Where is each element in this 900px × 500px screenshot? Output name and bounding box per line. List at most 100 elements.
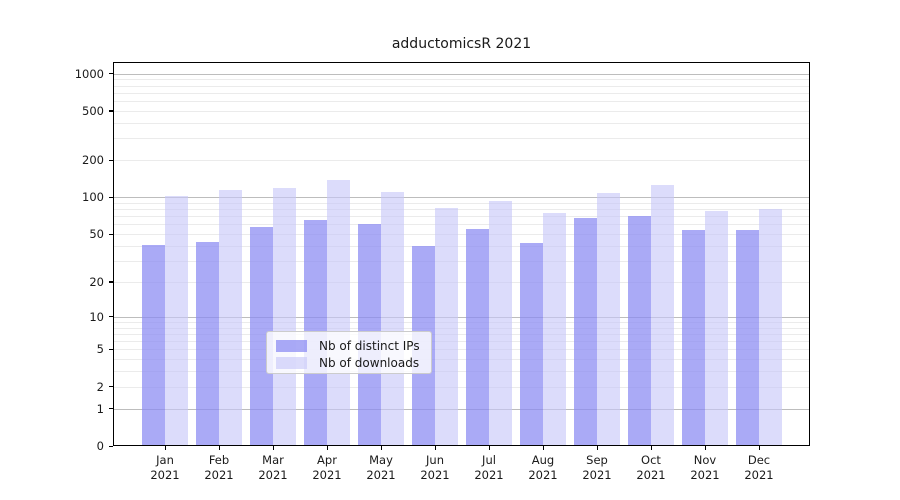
legend-label-downloads: Nb of downloads [319,355,420,370]
gridline-minor-300 [113,138,810,140]
y-tick-mark-5 [109,348,113,351]
y-tick-label-20: 20 [89,274,104,289]
y-tick-label-100: 100 [82,190,104,205]
x-tick-label-aug: Aug 2021 [528,453,558,482]
y-tick-mark-500 [109,110,113,112]
bar-downloads-mar [273,187,296,446]
gridline-minor-800 [113,85,810,87]
x-tick-label-jun: Jun 2021 [420,453,450,482]
x-tick-label-sep: Sep 2021 [582,453,612,482]
bar-downloads-nov [705,211,728,446]
gridline-minor-90 [113,202,810,204]
x-tick-mark-oct [650,446,652,450]
x-tick-mark-dec [758,446,760,450]
x-tick-label-may: May 2021 [366,453,396,482]
gridline-minor-5 [113,349,810,351]
bar-downloads-jan [165,196,188,446]
y-tick-mark-50 [109,233,113,235]
legend: Nb of distinct IPs Nb of downloads [266,331,432,374]
gridline-major-10 [113,316,810,318]
legend-item-distinct-ips: Nb of distinct IPs [276,337,422,354]
gridline-minor-900 [113,79,810,81]
gridline-minor-60 [113,224,810,226]
y-tick-mark-1000 [109,73,113,75]
x-tick-mark-nov [704,446,706,450]
x-tick-label-oct: Oct 2021 [636,453,666,482]
y-tick-mark-200 [109,159,113,161]
gridline-minor-70 [113,216,810,218]
x-tick-label-jan: Jan 2021 [150,453,180,482]
y-tick-mark-10 [109,316,113,318]
gridline-minor-50 [113,234,810,236]
y-tick-label-2: 2 [96,379,104,394]
bar-downloads-aug [543,212,566,446]
y-tick-mark-0 [109,445,113,447]
x-tick-label-mar: Mar 2021 [258,453,288,482]
bar-distinct-ips-dec [736,230,759,446]
bar-distinct-ips-feb [196,242,219,446]
y-tick-mark-2 [109,386,113,388]
bar-downloads-jul [489,200,512,446]
bar-downloads-jun [435,207,458,446]
bar-downloads-oct [651,184,674,446]
gridline-minor-9 [113,321,810,323]
bar-downloads-may [381,192,404,446]
y-tick-label-5: 5 [96,342,104,357]
y-tick-label-50: 50 [89,227,104,242]
gridline-minor-80 [113,209,810,211]
x-tick-mark-sep [596,446,598,450]
gridline-major-100 [113,197,810,199]
bar-distinct-ips-nov [682,230,705,446]
gridline-minor-6 [113,341,810,343]
bar-downloads-apr [327,180,350,446]
bar-distinct-ips-aug [520,243,543,446]
x-tick-mark-jul [488,446,490,450]
bar-downloads-dec [759,209,782,446]
gridline-minor-40 [113,245,810,247]
x-tick-mark-jan [164,446,166,450]
x-tick-mark-mar [272,446,274,450]
bar-distinct-ips-jul [466,229,489,446]
y-tick-label-0: 0 [96,439,104,453]
x-tick-label-apr: Apr 2021 [312,453,342,482]
legend-swatch-distinct-ips [276,339,307,352]
gridline-minor-2 [113,386,810,388]
bar-downloads-sep [597,192,620,446]
chart-title: adductomicsR 2021 [391,36,532,52]
gridline-minor-30 [113,260,810,262]
gridline-minor-400 [113,122,810,124]
y-tick-label-1000: 1000 [74,66,104,81]
plot-area [113,62,810,446]
x-tick-label-dec: Dec 2021 [744,453,774,482]
bar-distinct-ips-jan [142,244,165,446]
gridline-minor-200 [113,160,810,162]
gridline-minor-7 [113,333,810,335]
legend-item-downloads: Nb of downloads [276,354,422,371]
x-tick-label-feb: Feb 2021 [204,453,234,482]
x-tick-label-jul: Jul 2021 [474,453,504,482]
bar-downloads-feb [219,189,242,446]
gridline-major-1 [113,408,810,410]
gridline-minor-500 [113,110,810,112]
y-tick-label-1: 1 [96,401,104,416]
bar-distinct-ips-oct [628,215,651,446]
y-tick-mark-100 [109,196,113,198]
gridline-minor-3 [113,371,810,373]
y-tick-label-500: 500 [82,103,104,118]
y-tick-mark-1 [109,408,113,410]
y-tick-mark-20 [109,281,113,283]
gridline-minor-4 [113,359,810,361]
gridline-minor-600 [113,101,810,103]
x-tick-mark-apr [326,446,328,450]
bar-distinct-ips-sep [574,217,597,446]
legend-label-distinct-ips: Nb of distinct IPs [319,338,420,353]
y-tick-label-200: 200 [82,153,104,168]
x-tick-mark-may [380,446,382,450]
gridline-minor-700 [113,92,810,94]
gridline-minor-20 [113,281,810,283]
x-tick-mark-jun [434,446,436,450]
x-tick-mark-feb [218,446,220,450]
x-tick-label-nov: Nov 2021 [690,453,720,482]
gridline-major-1000 [113,73,810,75]
gridline-minor-8 [113,327,810,329]
